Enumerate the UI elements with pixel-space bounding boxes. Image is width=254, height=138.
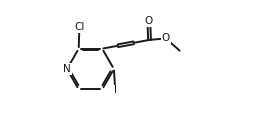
Text: I: I [114, 85, 117, 95]
Text: O: O [145, 16, 153, 26]
Text: O: O [162, 33, 170, 43]
Text: N: N [63, 64, 71, 74]
Text: Cl: Cl [74, 22, 85, 32]
